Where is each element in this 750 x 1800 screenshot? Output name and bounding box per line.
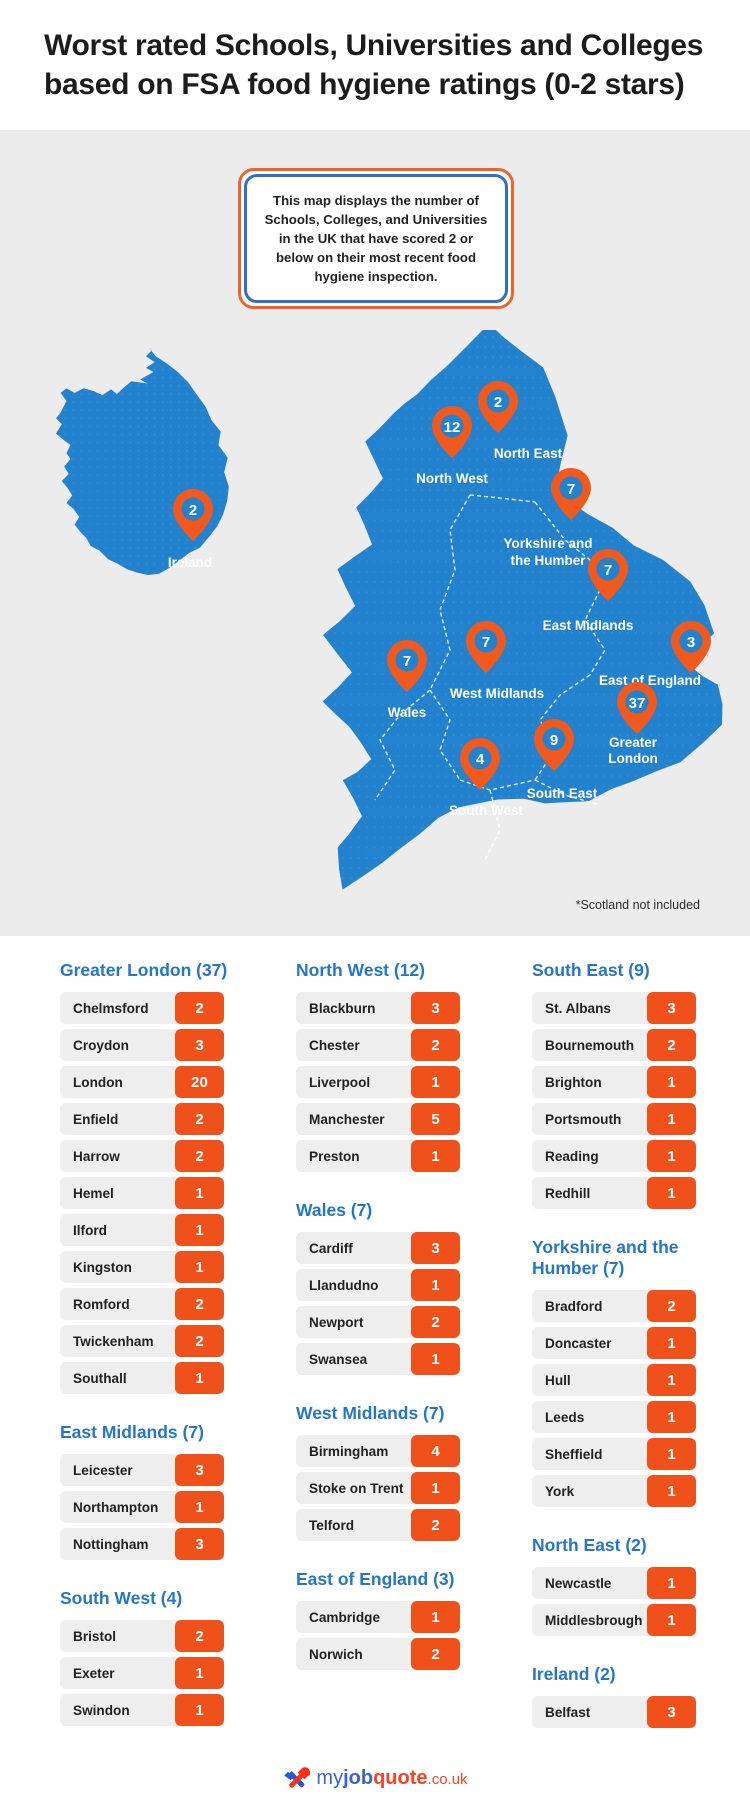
svg-text:London: London (608, 751, 657, 766)
svg-text:7: 7 (604, 562, 612, 579)
svg-text:Greater: Greater (609, 735, 658, 750)
svg-text:Ireland: Ireland (168, 555, 212, 570)
svg-text:2: 2 (189, 502, 197, 519)
svg-text:South West: South West (449, 803, 524, 818)
svg-text:East Midlands: East Midlands (543, 618, 634, 633)
svg-text:7: 7 (567, 481, 575, 498)
svg-text:7: 7 (403, 653, 411, 670)
svg-text:4: 4 (476, 751, 485, 768)
svg-text:Wales: Wales (388, 705, 427, 720)
svg-text:North West: North West (416, 471, 488, 486)
svg-text:9: 9 (550, 732, 558, 749)
svg-text:3: 3 (687, 634, 695, 651)
svg-text:7: 7 (482, 634, 490, 651)
svg-text:12: 12 (444, 419, 461, 436)
svg-text:East of England: East of England (599, 673, 701, 688)
svg-text:the Humber: the Humber (510, 553, 586, 568)
svg-text:West Midlands: West Midlands (450, 686, 544, 701)
svg-text:North East: North East (494, 446, 563, 461)
svg-text:37: 37 (629, 695, 646, 712)
svg-text:2: 2 (494, 394, 502, 411)
svg-text:South East: South East (527, 786, 598, 801)
svg-text:Yorkshire and: Yorkshire and (503, 536, 592, 551)
